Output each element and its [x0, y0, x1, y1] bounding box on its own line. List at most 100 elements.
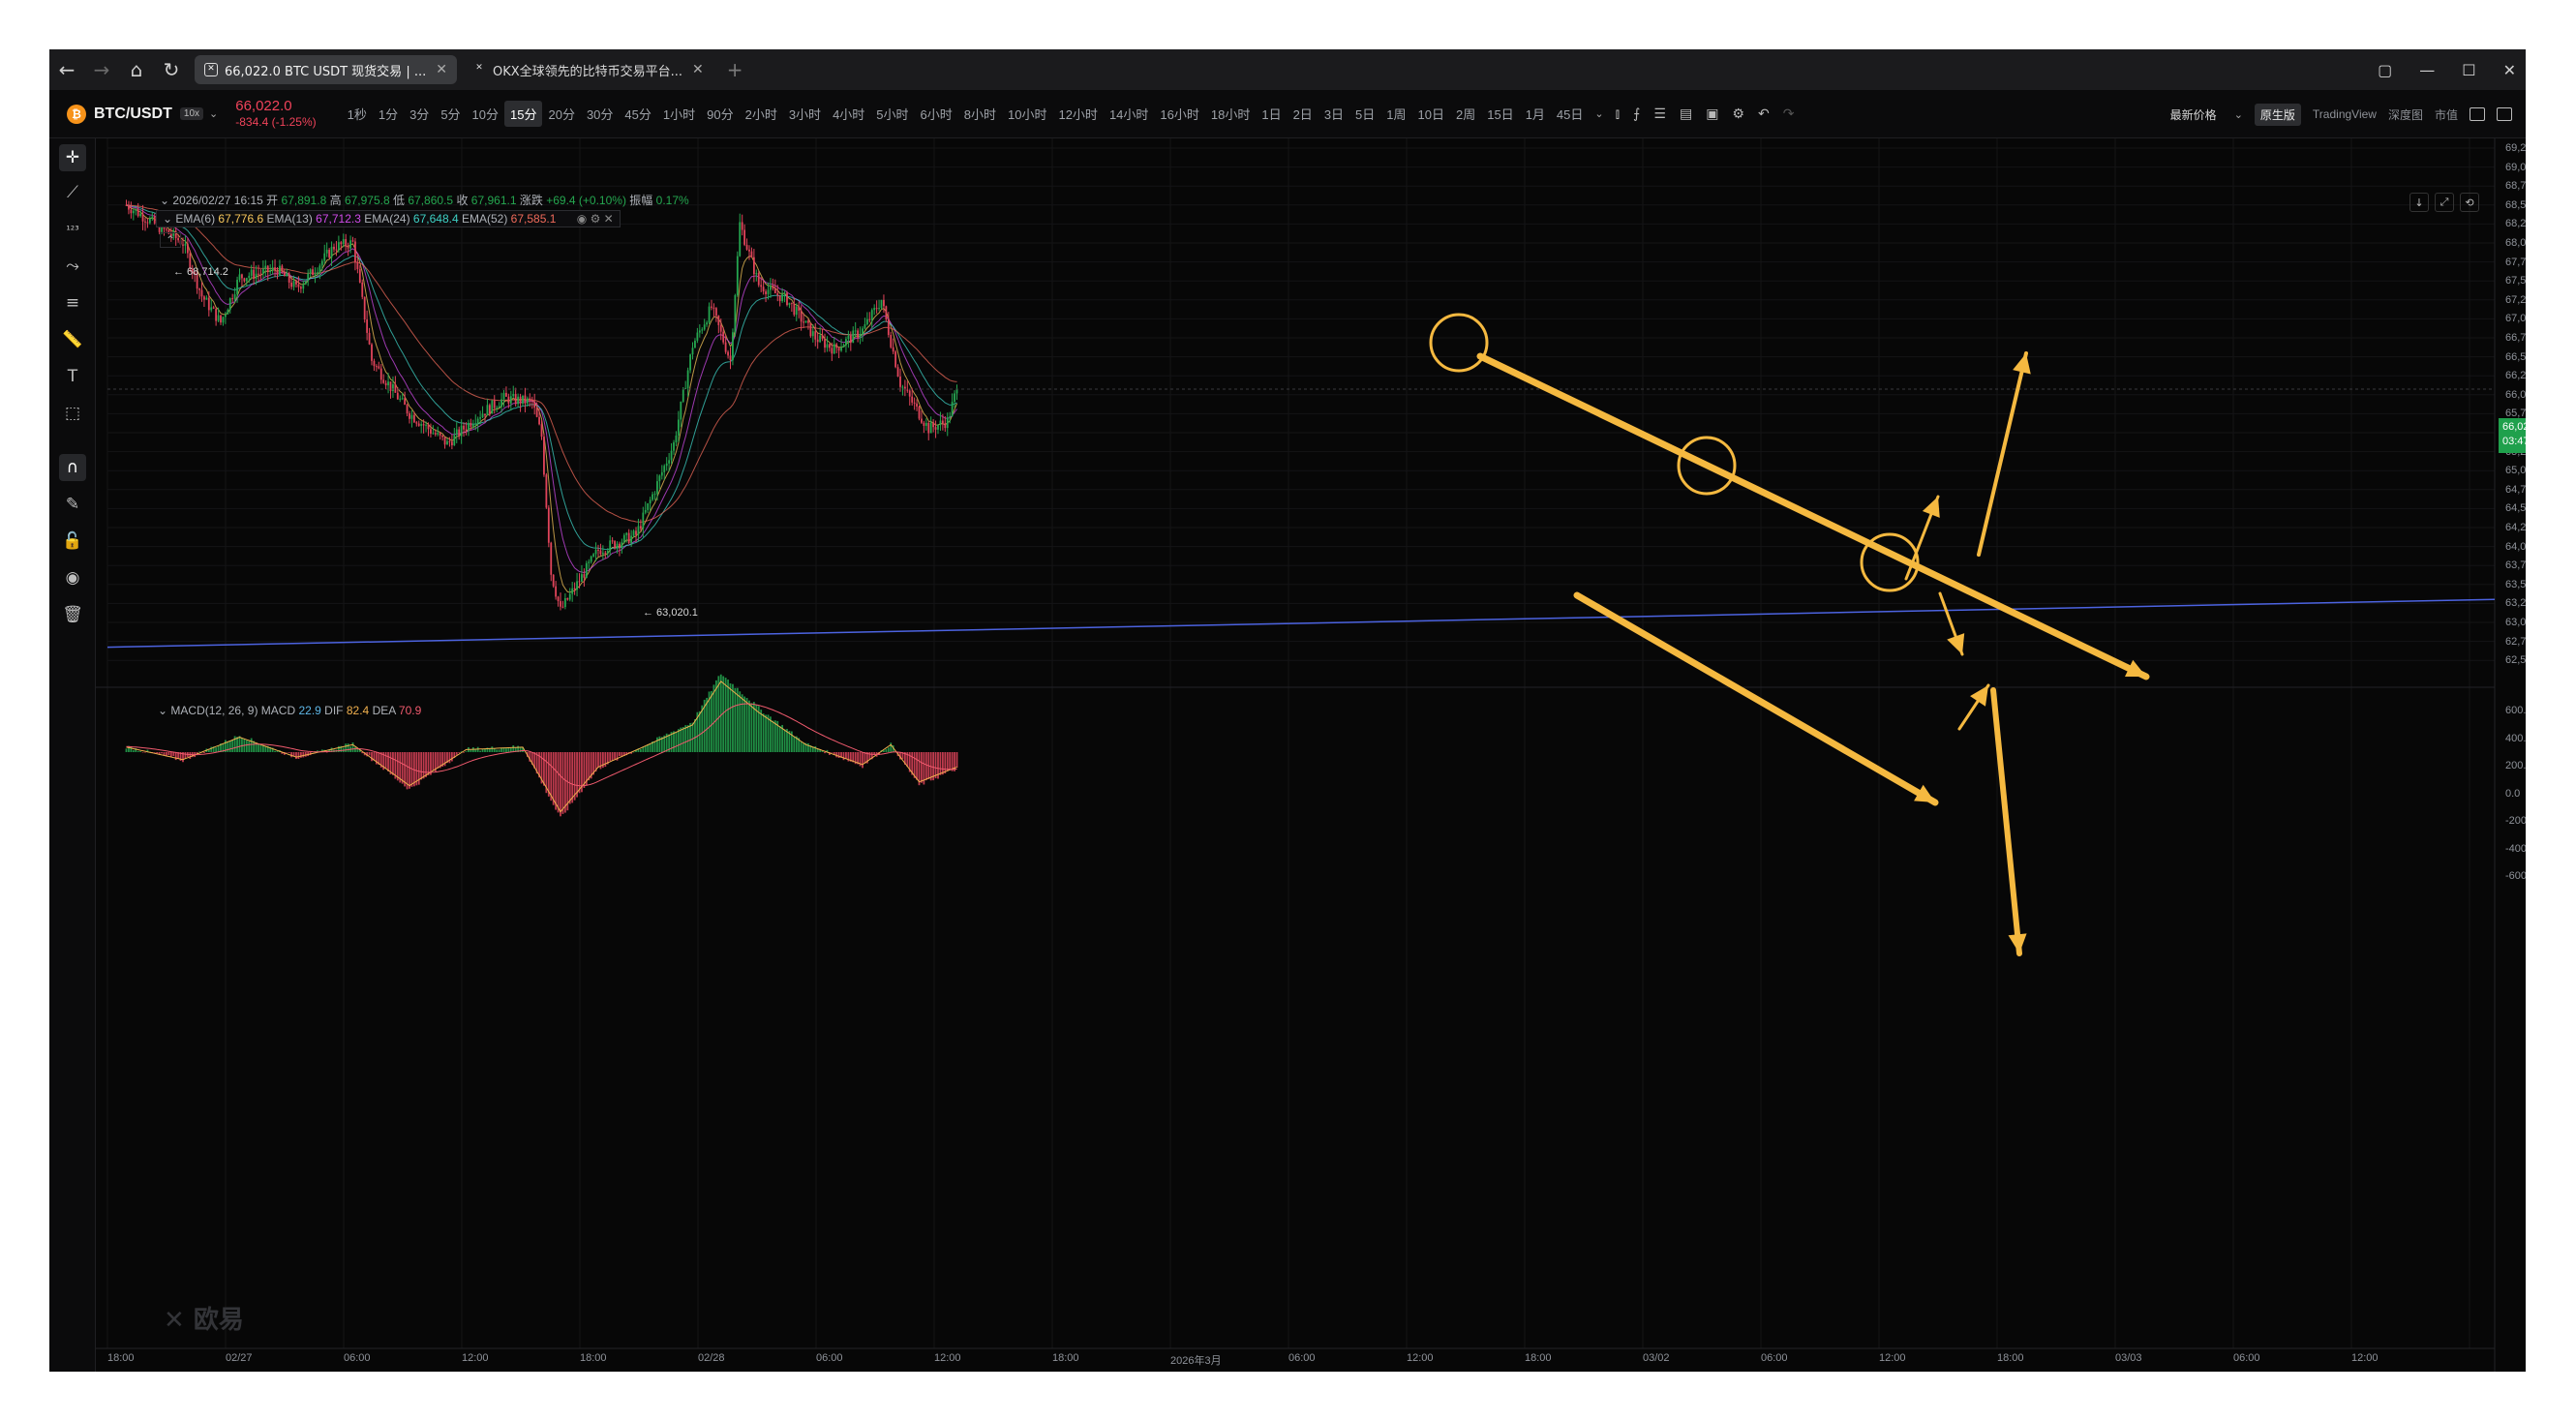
template-icon[interactable]: ▤: [1679, 106, 1693, 122]
interval-option[interactable]: 2周: [1455, 107, 1476, 122]
channel-tool-icon[interactable]: ≡: [65, 293, 80, 313]
interval-option[interactable]: 1日: [1261, 107, 1282, 122]
trash-icon[interactable]: 🗑: [62, 605, 83, 624]
macd-bar: [227, 741, 229, 752]
interval-option[interactable]: 1分: [378, 107, 399, 122]
new-tab-button[interactable]: +: [726, 58, 743, 81]
view-market-cap[interactable]: 市值: [2434, 107, 2458, 122]
pattern-tool-icon[interactable]: ⤳: [66, 257, 79, 276]
collapse-up-icon[interactable]: ⌃: [160, 232, 182, 248]
pencil-lock-icon[interactable]: ✎: [65, 495, 80, 514]
settings-gear-icon[interactable]: ⚙: [1732, 106, 1744, 122]
fullscreen-icon[interactable]: [2497, 107, 2512, 121]
ema24-label: EMA(24): [364, 212, 410, 226]
close-icon[interactable]: ✕: [603, 212, 614, 226]
interval-option[interactable]: 14小时: [1108, 107, 1149, 122]
collapse-chevron-icon[interactable]: ⌄: [158, 704, 168, 717]
text-tool-icon[interactable]: T: [67, 367, 78, 386]
candle-body: [875, 308, 878, 310]
interval-option[interactable]: 30分: [586, 107, 614, 122]
interval-option[interactable]: 16小时: [1160, 107, 1199, 122]
macd-bar: [387, 752, 389, 771]
chevron-down-icon[interactable]: ⌄: [209, 108, 219, 120]
ema-legend[interactable]: ⌄ EMA(6) 67,776.6 EMA(13) 67,712.3 EMA(2…: [156, 210, 621, 227]
interval-option[interactable]: 10分: [471, 107, 500, 122]
interval-option[interactable]: 2小时: [744, 107, 777, 122]
unlock-icon[interactable]: 🔓: [62, 531, 83, 551]
list-icon[interactable]: ☰: [1653, 106, 1666, 122]
candle-body: [689, 354, 691, 371]
layout-icon[interactable]: [2470, 107, 2485, 121]
fib-tool-icon[interactable]: ¹²³: [66, 223, 79, 236]
minimize-icon[interactable]: —: [2419, 60, 2436, 79]
interval-option[interactable]: 45日: [1556, 107, 1584, 122]
interval-more-chevron-icon[interactable]: ⌄: [1594, 108, 1604, 120]
screenshot-icon[interactable]: ▣: [1706, 106, 1719, 122]
interval-option[interactable]: 1小时: [662, 107, 696, 122]
interval-option[interactable]: 3分: [409, 107, 430, 122]
maximize-icon[interactable]: ☐: [2462, 60, 2476, 79]
trendline-tool-icon[interactable]: ⟋: [67, 183, 78, 202]
collapse-chevron-icon[interactable]: ⌄: [160, 194, 170, 207]
interval-option[interactable]: 18小时: [1210, 107, 1251, 122]
interval-option[interactable]: 12小时: [1058, 107, 1098, 122]
back-icon[interactable]: ←: [58, 58, 76, 81]
chart-area[interactable]: ⌄ 2026/02/27 16:15 开 67,891.8 高 67,975.8…: [96, 138, 2526, 1372]
chevron-down-icon[interactable]: ⌄: [2233, 108, 2243, 121]
price-mode-select[interactable]: 最新价格: [2169, 107, 2217, 122]
interval-option[interactable]: 20分: [548, 107, 575, 122]
interval-option[interactable]: 1秒: [347, 107, 367, 122]
interval-option[interactable]: 6小时: [920, 107, 953, 122]
crosshair-icon[interactable]: ✛: [59, 144, 86, 171]
forward-icon[interactable]: →: [93, 58, 110, 81]
interval-option[interactable]: 2日: [1292, 107, 1313, 122]
interval-option[interactable]: 15分: [504, 101, 543, 127]
reload-icon[interactable]: ↻: [163, 58, 180, 81]
undo-icon[interactable]: ↶: [1757, 106, 1770, 122]
interval-option[interactable]: 10小时: [1008, 107, 1047, 122]
restore-icon[interactable]: ▢: [2378, 60, 2393, 79]
home-icon[interactable]: ⌂: [130, 58, 143, 81]
browser-tab-active[interactable]: ✕ 66,022.0 BTC USDT 现货交易 | ... ✕: [195, 55, 457, 84]
interval-option[interactable]: 4小时: [833, 107, 865, 122]
collapse-chevron-icon[interactable]: ⌄: [163, 212, 173, 226]
interval-option[interactable]: 45分: [624, 107, 652, 122]
pair-selector[interactable]: BTC/USDT: [94, 105, 172, 122]
interval-option[interactable]: 10日: [1417, 107, 1444, 122]
reset-view-icon[interactable]: ⟲: [2460, 193, 2479, 212]
close-tab-icon[interactable]: ✕: [692, 62, 704, 77]
magnet-icon[interactable]: ∩: [59, 454, 86, 481]
settings-gear-icon[interactable]: ⚙: [590, 212, 601, 226]
close-tab-icon[interactable]: ✕: [436, 62, 447, 77]
redo-icon[interactable]: ↷: [1782, 106, 1795, 122]
expand-icon[interactable]: ⤢: [2435, 193, 2454, 212]
interval-option[interactable]: 5分: [440, 107, 461, 122]
interval-option[interactable]: 3日: [1323, 107, 1345, 122]
eye-icon[interactable]: ◉: [65, 568, 80, 588]
eye-icon[interactable]: ◉: [576, 212, 588, 226]
macd-bar: [375, 752, 378, 765]
scroll-down-icon[interactable]: ↓: [2409, 193, 2429, 212]
browser-tab[interactable]: ✕ OKX全球领先的比特币交易平台... ✕: [463, 55, 713, 84]
interval-option[interactable]: 3小时: [788, 107, 822, 122]
macd-bar: [189, 752, 192, 760]
interval-option[interactable]: 5小时: [876, 107, 909, 122]
interval-option[interactable]: 15日: [1487, 107, 1514, 122]
candle-body: [502, 392, 505, 400]
view-tradingview[interactable]: TradingView: [2312, 107, 2377, 121]
close-window-icon[interactable]: ✕: [2502, 60, 2516, 79]
interval-option[interactable]: 1月: [1525, 107, 1545, 122]
interval-option[interactable]: 90分: [707, 107, 734, 122]
macd-bar: [146, 749, 149, 752]
ruler-icon[interactable]: 📏: [62, 330, 83, 349]
interval-option[interactable]: 5日: [1355, 107, 1376, 122]
chart-canvas[interactable]: [96, 138, 2526, 1372]
view-depth[interactable]: 深度图: [2387, 107, 2423, 122]
interval-option[interactable]: 8小时: [963, 107, 996, 122]
shape-tool-icon[interactable]: ⬚: [64, 404, 81, 423]
indicator-icon[interactable]: ⨍: [1633, 106, 1641, 122]
macd-bar: [762, 713, 765, 752]
view-native[interactable]: 原生版: [2254, 103, 2301, 126]
candle-type-icon[interactable]: ⫾: [1615, 106, 1621, 122]
interval-option[interactable]: 1周: [1386, 107, 1407, 122]
